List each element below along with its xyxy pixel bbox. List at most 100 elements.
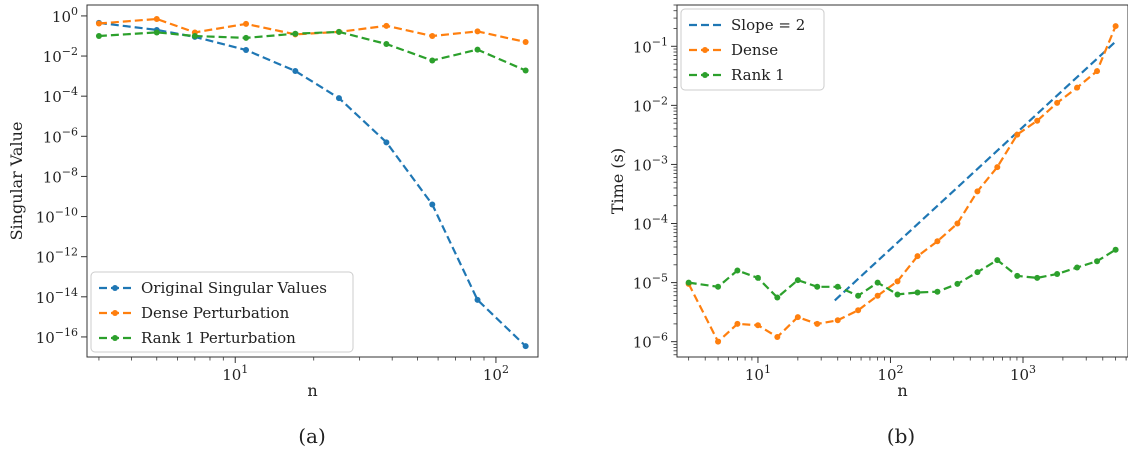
legend-label: Original Singular Values: [141, 279, 327, 297]
legend-label: Rank 1: [731, 66, 785, 84]
legend-label: Dense Perturbation: [141, 304, 290, 322]
data-point: [292, 30, 299, 37]
legend-box: [90, 271, 354, 353]
data-point: [191, 32, 198, 39]
data-point: [383, 22, 390, 29]
x-tick-label-exponent: 2: [502, 363, 509, 376]
data-point: [153, 29, 160, 36]
data-point: [522, 39, 529, 46]
y-tick-label-exponent: −2: [652, 94, 668, 107]
y-tick-label-mantissa: 10: [43, 88, 62, 106]
data-point: [243, 20, 250, 27]
data-point: [794, 277, 801, 284]
data-point: [834, 283, 841, 290]
y-tick-label-mantissa: 10: [633, 334, 652, 352]
data-point: [474, 46, 481, 53]
y-tick-label-exponent: −14: [55, 286, 78, 299]
data-point: [95, 32, 102, 39]
data-point: [335, 28, 342, 35]
x-tick-label: 103: [1010, 363, 1036, 384]
data-point: [715, 338, 722, 345]
y-tick-label-mantissa: 10: [633, 97, 652, 115]
y-tick-label: 10−4: [43, 85, 78, 106]
series-group: [95, 16, 529, 350]
x-tick-label-exponent: 2: [897, 363, 904, 376]
y-tick-label: 10−10: [36, 206, 78, 227]
y-tick-label: 10−16: [36, 326, 78, 347]
y-tick-label-exponent: −12: [55, 246, 78, 259]
data-point: [954, 280, 961, 287]
data-point: [1014, 272, 1021, 279]
legend-label: Dense: [731, 41, 778, 59]
y-tick-label-exponent: −1: [652, 35, 668, 48]
data-point: [1034, 274, 1041, 281]
x-tick-label: 102: [877, 363, 903, 384]
data-point: [894, 278, 901, 285]
y-tick-label: 10−2: [43, 45, 78, 66]
y-tick-label: 10−3: [633, 153, 668, 174]
y-tick-label-exponent: −5: [652, 272, 668, 285]
legend-marker: [702, 72, 708, 78]
data-point: [754, 274, 761, 281]
data-point: [474, 296, 481, 303]
data-point: [794, 314, 801, 321]
data-point: [1054, 99, 1061, 106]
data-point: [994, 257, 1001, 264]
axes-frame: [86, 4, 539, 358]
legend: Slope = 2 Dense Rank 1: [680, 8, 825, 91]
y-tick-label-exponent: −4: [62, 85, 78, 98]
data-point: [814, 320, 821, 327]
data-point: [522, 67, 529, 74]
y-tick-label: 10−6: [633, 331, 668, 352]
y-tick-label: 10−8: [43, 165, 78, 186]
x-tick-label: 101: [222, 363, 248, 384]
legend-marker: [112, 285, 118, 291]
data-point: [95, 20, 102, 27]
data-point: [1014, 131, 1021, 138]
y-tick-label-mantissa: 10: [36, 209, 55, 227]
axes-frame: [676, 4, 1128, 358]
x-tick-label-mantissa: 10: [1010, 366, 1029, 384]
y-tick-label-mantissa: 10: [36, 329, 55, 347]
legend-marker: [112, 335, 118, 341]
data-point: [1034, 117, 1041, 124]
y-tick-label-exponent: −6: [62, 125, 78, 138]
y-tick-label-exponent: −6: [652, 331, 668, 344]
x-tick-label-mantissa: 10: [877, 366, 896, 384]
data-point: [429, 32, 436, 39]
y-tick-label-exponent: −2: [62, 45, 78, 58]
data-point: [974, 188, 981, 195]
data-point: [914, 289, 921, 296]
y-tick-label-exponent: −3: [652, 153, 668, 166]
data-point: [994, 164, 1001, 171]
panel-caption: (a): [298, 424, 326, 448]
data-point: [754, 322, 761, 329]
data-point: [474, 28, 481, 35]
data-point: [1094, 68, 1101, 75]
y-axis-label: Time (s): [608, 148, 627, 214]
y-axis-label: Singular Value: [7, 122, 26, 241]
y-tick-label: 10−1: [633, 35, 668, 56]
y-tick-label: 100: [52, 5, 78, 26]
x-tick-label-exponent: 3: [1029, 363, 1036, 376]
x-tick-label: 102: [483, 363, 509, 384]
y-tick-label-mantissa: 10: [43, 128, 62, 146]
data-point: [153, 16, 160, 23]
data-point: [715, 283, 722, 290]
chart-panel-1: 101 10210010−210−410−610−810−1010−1210−14…: [7, 4, 539, 448]
series-line-2: [687, 25, 1117, 343]
y-tick-label: 10−2: [633, 94, 668, 115]
data-point: [1074, 264, 1081, 271]
data-point: [429, 201, 436, 208]
data-point: [383, 139, 390, 146]
data-point: [874, 279, 881, 286]
legend-box: [680, 8, 825, 91]
data-point: [1094, 258, 1101, 265]
x-axis-label: n: [897, 381, 907, 400]
y-tick-label-mantissa: 10: [43, 168, 62, 186]
y-tick-label-exponent: −4: [652, 213, 668, 226]
data-point: [934, 288, 941, 295]
legend: Original Singular Values Dense Perturbati…: [90, 271, 354, 353]
